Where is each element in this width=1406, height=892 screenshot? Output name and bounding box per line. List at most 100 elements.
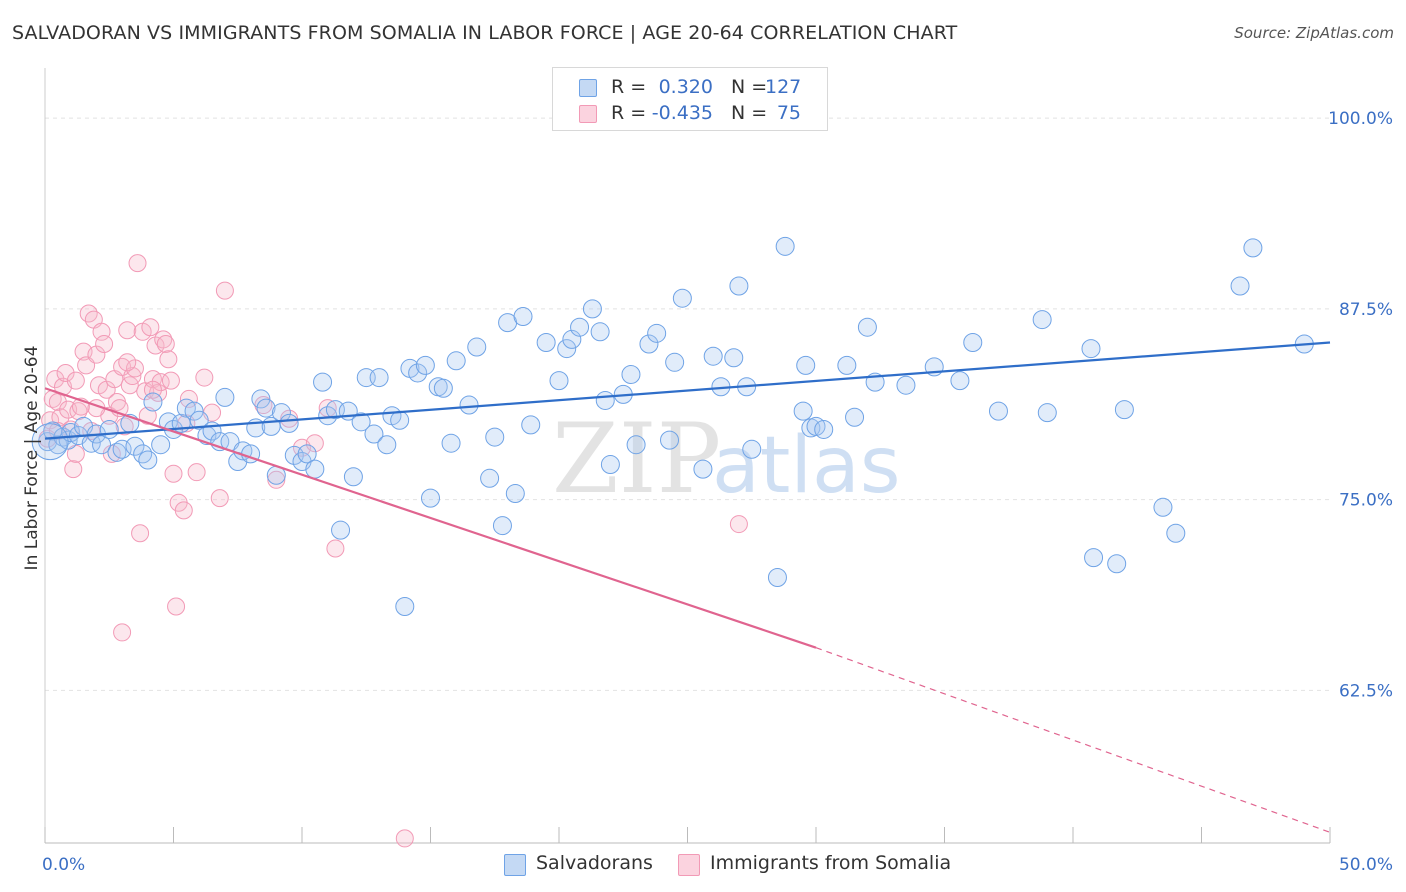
salvadoran-point xyxy=(143,392,163,412)
salvadoran-point xyxy=(92,435,112,455)
salvadoran-point xyxy=(814,419,834,439)
somalia-point xyxy=(64,460,83,479)
somalia-point xyxy=(66,371,85,390)
salvadoran-point xyxy=(138,450,158,470)
salvadoran-point xyxy=(176,398,196,418)
salvadoran-point xyxy=(857,317,877,337)
salvadoran-point xyxy=(724,348,744,368)
salvadoran-point xyxy=(1107,554,1127,574)
salvadoran-point xyxy=(421,488,440,508)
somalia-point xyxy=(128,254,147,273)
salvadoran-point xyxy=(845,407,865,427)
salvadoran-point xyxy=(660,430,680,450)
y-tick-label: 87.5% xyxy=(1339,300,1393,320)
somalia-point xyxy=(179,389,198,408)
salvadoran-point xyxy=(492,516,512,536)
somalia-point xyxy=(305,434,324,453)
salvadoran-point xyxy=(1166,523,1186,543)
salvadoran-point xyxy=(562,329,582,349)
somalia-point xyxy=(729,515,748,534)
salvadoran-point xyxy=(1114,400,1134,420)
salvadorans-trend-line xyxy=(44,341,1331,440)
bottom-legend-label: Salvadorans xyxy=(536,852,653,874)
somalia-point xyxy=(164,464,183,483)
salvadoran-point xyxy=(793,401,813,421)
salvadoran-point xyxy=(703,346,723,366)
salvadoran-point xyxy=(590,322,610,342)
salvadoran-point xyxy=(351,412,371,432)
salvadoran-point xyxy=(133,444,153,464)
legend-r-label: R = xyxy=(611,76,647,98)
salvadoran-point xyxy=(521,415,541,435)
salvadoran-point xyxy=(251,389,271,409)
salvadoran-point xyxy=(377,435,397,455)
salvadoran-point xyxy=(729,276,749,296)
somalia-point xyxy=(46,370,65,389)
salvadoran-point xyxy=(256,398,276,418)
somalia-point xyxy=(113,623,132,642)
somalia-point xyxy=(118,321,137,340)
salvadoran-point xyxy=(595,390,615,410)
chart-title: SALVADORAN VS IMMIGRANTS FROM SOMALIA IN… xyxy=(12,22,958,44)
somalia-point xyxy=(87,345,106,364)
correlation-legend: R = 0.320 N = 127 R = -0.435 N = 75 xyxy=(552,67,828,131)
salvadoran-point xyxy=(549,371,569,391)
salvadoran-point xyxy=(1081,339,1101,359)
somalia-trend-extension xyxy=(815,647,1331,833)
legend-swatch-somalia xyxy=(579,105,597,123)
somalia-point xyxy=(95,334,114,353)
salvadoran-point xyxy=(775,236,795,256)
salvadoran-point xyxy=(896,375,916,395)
somalia-point xyxy=(187,463,206,482)
somalia-point xyxy=(210,489,229,508)
salvadoran-point xyxy=(184,401,204,421)
series-somalia-points xyxy=(38,254,748,848)
salvadoran-point xyxy=(742,439,762,459)
salvadoran-point xyxy=(1084,548,1104,568)
salvadoran-point xyxy=(297,444,317,464)
salvadoran-point xyxy=(364,424,384,444)
salvadoran-point xyxy=(639,334,659,354)
salvadoran-point xyxy=(485,427,505,447)
salvadoran-point-large xyxy=(31,423,69,461)
somalia-point xyxy=(167,597,186,616)
salvadoran-point xyxy=(369,368,389,388)
salvadoran-point xyxy=(446,351,466,371)
salvadoran-point xyxy=(305,459,325,479)
salvadoran-point xyxy=(467,337,487,357)
salvadoran-point xyxy=(621,365,641,385)
somalia-point xyxy=(79,304,98,323)
somalia-point xyxy=(149,383,168,402)
salvadoran-point xyxy=(582,299,602,319)
salvadoran-point xyxy=(557,339,577,359)
tick-labels: 100.0% 87.5% 75.0% 62.5% 0.0% 50.0% xyxy=(42,109,1393,875)
salvadoran-point xyxy=(433,378,453,398)
somalia-point xyxy=(267,470,286,489)
watermark-zip: ZIP xyxy=(552,403,721,515)
salvadoran-point xyxy=(1032,310,1052,330)
bottom-legend-swatch-somalia xyxy=(678,854,700,876)
somalia-point xyxy=(395,829,414,848)
legend-r-label: R = xyxy=(611,102,647,124)
salvadoran-point xyxy=(505,484,525,504)
salvadoran-point xyxy=(395,596,415,616)
somalia-point xyxy=(97,380,116,399)
legend-row-salvadorans: R = 0.320 N = 127 xyxy=(553,75,827,101)
somalia-trend-line xyxy=(44,387,817,649)
salvadoran-point xyxy=(151,435,171,455)
salvadoran-point xyxy=(189,410,209,430)
salvadoran-point xyxy=(313,372,333,392)
salvadoran-point xyxy=(963,332,983,352)
salvadoran-point xyxy=(408,363,428,383)
bottom-legend-label: Immigrants from Somalia xyxy=(710,852,952,874)
salvadoran-point xyxy=(215,387,235,407)
somalia-point xyxy=(159,350,178,369)
somalia-point xyxy=(138,406,157,425)
y-tick-label: 62.5% xyxy=(1339,681,1393,701)
salvadoran-point xyxy=(1230,276,1250,296)
salvadoran-point xyxy=(647,323,667,343)
salvadoran-point xyxy=(693,459,713,479)
bottom-legend-swatch-salvadorans xyxy=(504,854,526,876)
salvadoran-point xyxy=(459,395,479,415)
y-axis-label: In Labor Force | Age 20-64 xyxy=(22,346,42,571)
